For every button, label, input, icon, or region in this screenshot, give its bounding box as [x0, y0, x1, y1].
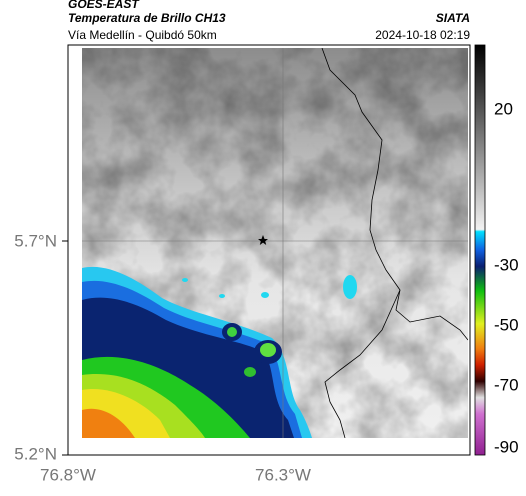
agency-label: SIATA	[436, 11, 470, 25]
colorbar-label: -50	[494, 315, 519, 334]
colorbar-label: -30	[494, 255, 519, 274]
colorbar-label: 20	[494, 99, 513, 118]
timestamp: 2024-10-18 02:19	[375, 28, 470, 42]
colorbar-labels: 20 -30 -50 -70 -90	[494, 99, 519, 456]
map-title: Temperatura de Brillo CH13	[68, 11, 226, 25]
map-subtitle: Vía Medellín - Quibdó 50km	[68, 28, 217, 42]
colorbar-label: -90	[494, 437, 519, 456]
lon-label: 76.3°W	[255, 465, 311, 484]
colorbar	[474, 44, 486, 456]
colorbar-label: -70	[494, 375, 519, 394]
satellite-image	[82, 48, 468, 438]
lon-label: 76.8°W	[40, 465, 96, 484]
lat-label: 5.2°N	[14, 444, 57, 463]
source-label: GOES-EAST	[68, 0, 140, 11]
lat-label: 5.7°N	[14, 231, 57, 250]
